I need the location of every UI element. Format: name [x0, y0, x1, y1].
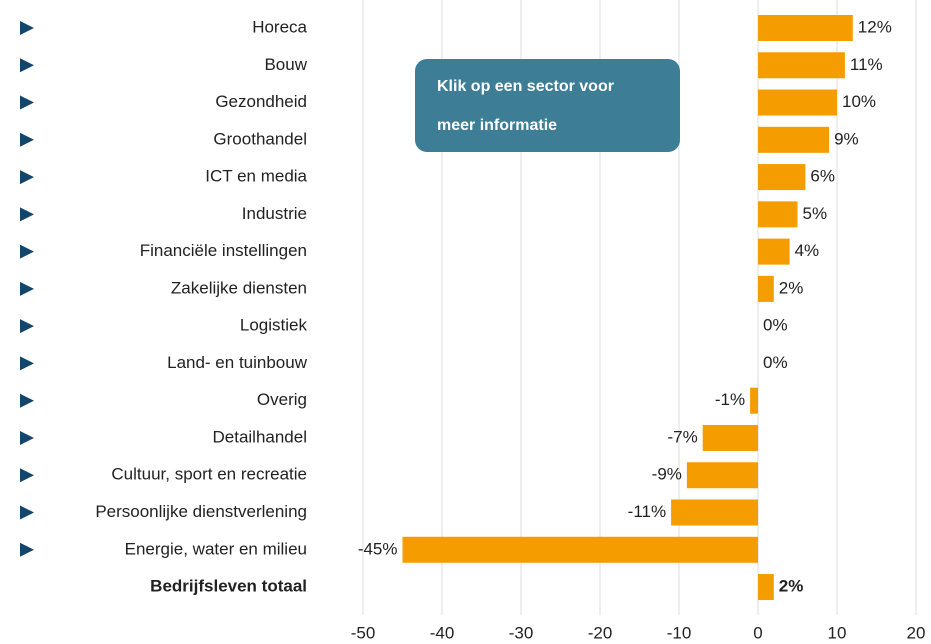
x-tick-label: 0 [753, 623, 762, 642]
bar [758, 238, 790, 265]
bar [402, 536, 758, 563]
y-tick-label: Zakelijke diensten [171, 278, 307, 297]
bar [702, 424, 758, 451]
value-label: -9% [652, 465, 682, 484]
expand-arrow[interactable] [20, 505, 34, 520]
expand-arrow[interactable] [20, 132, 34, 147]
y-tick-label: Detailhandel [212, 427, 307, 446]
value-label: 11% [850, 55, 883, 74]
y-tick-label: Cultuur, sport en recreatie [111, 465, 307, 484]
bar [686, 462, 758, 489]
tooltip-text: meer informatie [437, 117, 557, 134]
x-tick-label: -20 [588, 623, 613, 642]
value-label: 2% [779, 278, 804, 297]
value-label: 10% [842, 92, 876, 111]
y-tick-label: Industrie [242, 204, 307, 223]
tooltip-text: Klik op een sector voor [437, 78, 614, 95]
value-label: -45% [358, 539, 398, 558]
y-tick-label: Financiële instellingen [140, 241, 307, 260]
x-tick-label: 10 [828, 623, 847, 642]
x-tick-label: -30 [509, 623, 534, 642]
expand-arrow[interactable] [20, 430, 34, 445]
x-tick-label: 20 [907, 623, 926, 642]
y-tick-label: Bedrijfsleven totaal [150, 577, 307, 596]
bar [671, 499, 758, 526]
expand-arrow[interactable] [20, 170, 34, 185]
bar [758, 164, 806, 191]
x-tick-label: -10 [667, 623, 692, 642]
value-label: 0% [763, 353, 788, 372]
value-label: 0% [763, 316, 788, 335]
value-label: 2% [779, 577, 804, 596]
value-label: 4% [795, 241, 820, 260]
y-tick-label: ICT en media [205, 167, 307, 186]
y-tick-label: Energie, water en milieu [125, 539, 307, 558]
y-tick-label: Land- en tuinbouw [167, 353, 308, 372]
tooltip-box [415, 59, 680, 152]
bar [758, 89, 837, 116]
value-label: 6% [810, 167, 835, 186]
y-tick-label: Horeca [252, 17, 307, 36]
y-tick-label: Groothandel [213, 129, 307, 148]
expand-arrow[interactable] [20, 95, 34, 110]
bar [758, 15, 853, 41]
value-label: -11% [628, 502, 666, 521]
expand-arrow[interactable] [20, 356, 34, 371]
bar [758, 275, 774, 302]
bar [750, 387, 758, 414]
bar [758, 574, 774, 601]
value-label: 5% [803, 204, 828, 223]
expand-arrow[interactable] [20, 207, 34, 222]
y-tick-label: Persoonlijke dienstverlening [95, 502, 307, 521]
bar [758, 52, 845, 79]
value-label: 12% [858, 17, 892, 36]
x-tick-label: -50 [351, 623, 376, 642]
bar [758, 201, 798, 228]
y-tick-label: Bouw [264, 55, 307, 74]
value-label: 9% [834, 129, 859, 148]
expand-arrow[interactable] [20, 281, 34, 296]
expand-arrow[interactable] [20, 393, 34, 408]
expand-arrow[interactable] [20, 244, 34, 259]
expand-arrow[interactable] [20, 542, 34, 557]
expand-arrow[interactable] [20, 21, 34, 35]
expand-arrow[interactable] [20, 319, 34, 334]
y-tick-label: Gezondheid [215, 92, 307, 111]
x-tick-label: -40 [430, 623, 455, 642]
y-tick-label: Logistiek [240, 316, 308, 335]
value-label: -7% [667, 427, 697, 446]
y-tick-label: Overig [257, 390, 307, 409]
bar [758, 126, 830, 153]
expand-arrow[interactable] [20, 58, 34, 73]
expand-arrow[interactable] [20, 468, 34, 483]
value-label: -1% [715, 390, 745, 409]
